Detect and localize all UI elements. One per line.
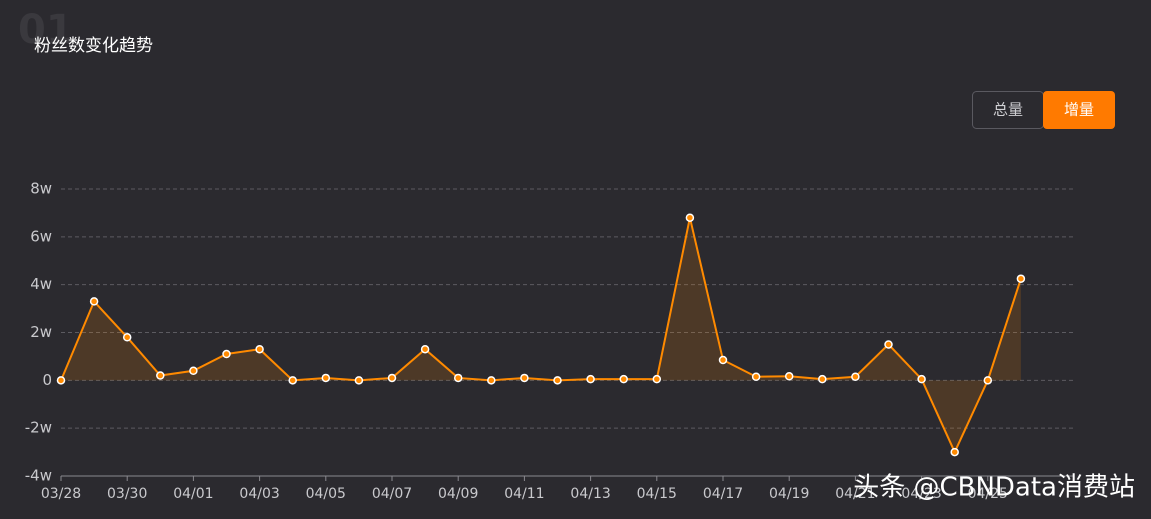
point	[851, 372, 860, 381]
point	[420, 344, 430, 354]
x-tick-label: 03/28	[41, 486, 81, 502]
x-tick-label: 04/25	[968, 486, 1008, 502]
x-tick-label: 03/30	[107, 486, 147, 502]
x-tick-label: 04/07	[372, 486, 412, 502]
x-tick-label: 04/09	[438, 486, 478, 502]
point	[652, 374, 662, 384]
watermark: 头条 @CBNData消费站	[853, 473, 1135, 503]
point	[818, 374, 827, 384]
y-tick-label: 0	[42, 371, 52, 389]
button-active[interactable]	[1043, 91, 1115, 129]
x-tick-label: 04/23	[901, 486, 941, 502]
point	[586, 374, 595, 384]
point	[222, 349, 231, 359]
x-tick-label: 04/01	[173, 486, 213, 502]
x-tick-label: 04/13	[570, 486, 610, 502]
x-tick-label: 04/05	[306, 486, 346, 502]
point	[685, 213, 695, 222]
point	[983, 376, 993, 385]
x-tick-label: 04/21	[835, 486, 875, 502]
x-tick-label: 04/19	[769, 486, 809, 502]
y-tick-label: 8w	[30, 180, 52, 198]
chart-title: 粉丝数变化趋势	[34, 36, 153, 56]
point	[520, 373, 529, 383]
point	[884, 340, 893, 349]
point	[553, 376, 562, 385]
point	[56, 376, 66, 385]
point	[288, 376, 297, 385]
point	[487, 376, 496, 385]
y-tick-label: 2w	[30, 323, 52, 341]
point	[784, 372, 794, 381]
point	[950, 447, 959, 457]
point	[156, 371, 165, 380]
point	[718, 355, 728, 365]
y-tick-label: 6w	[30, 227, 52, 245]
y-tick-label: 4w	[30, 275, 52, 293]
x-tick-label: 04/15	[637, 486, 677, 502]
x-tick-label: 04/11	[504, 486, 544, 502]
point	[321, 373, 331, 383]
y-tick-label: -4w	[25, 467, 52, 485]
badge: 01	[18, 7, 74, 53]
point	[122, 333, 132, 342]
point	[89, 297, 99, 306]
x-tick-label: 04/03	[239, 486, 279, 502]
point	[917, 374, 926, 384]
point	[751, 372, 761, 381]
point	[189, 366, 198, 376]
x-tick-label: 04/17	[703, 486, 743, 502]
point	[387, 373, 397, 383]
y-tick-label: -2w	[25, 419, 52, 437]
point	[453, 373, 463, 383]
button-label[interactable]: 增量	[1064, 101, 1094, 119]
line	[60, 217, 1022, 455]
point	[354, 376, 364, 385]
button-label[interactable]: 总量	[993, 101, 1023, 119]
point	[1016, 274, 1026, 283]
point	[619, 374, 628, 384]
point	[255, 344, 264, 354]
